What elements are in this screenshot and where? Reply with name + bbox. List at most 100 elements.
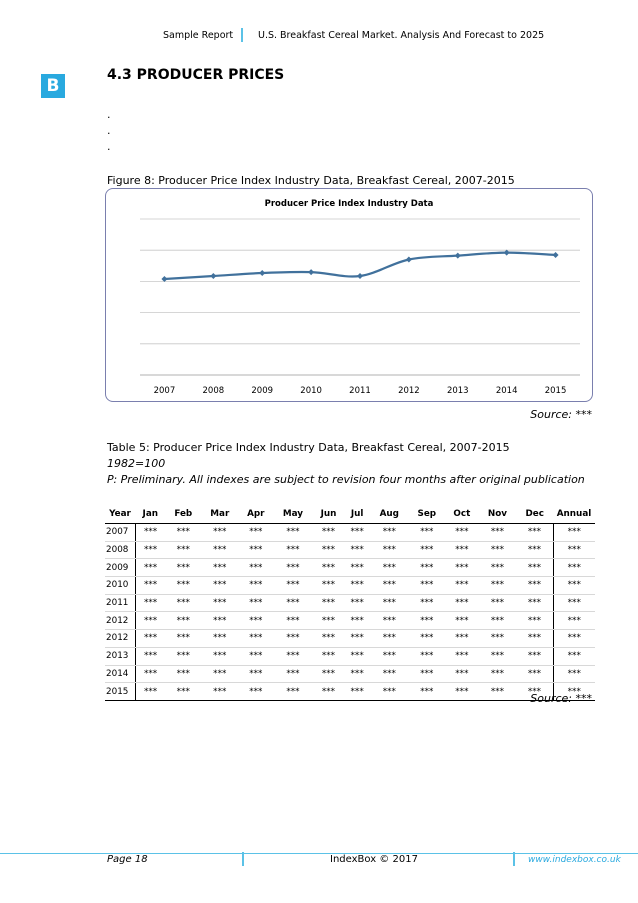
table-row: 2012 *** *** *** *** *** *** *** *** *** *** *** ***… bbox=[105, 629, 595, 648]
table-value-cell: *** bbox=[344, 665, 371, 684]
table-value-cell: *** bbox=[273, 647, 313, 666]
table-header-cell: Sep bbox=[408, 505, 446, 524]
table-header-cell: Apr bbox=[238, 505, 274, 524]
table-value-cell: *** bbox=[445, 629, 479, 648]
table-header-cell: Feb bbox=[165, 505, 201, 524]
table-value-cell: *** bbox=[478, 647, 517, 666]
table-value-cell: *** bbox=[408, 629, 446, 648]
table-header-cell: Jan bbox=[135, 505, 166, 524]
table-value-cell: *** bbox=[312, 665, 345, 684]
table-value-cell: *** bbox=[445, 682, 479, 701]
table-value-cell: *** bbox=[408, 541, 446, 560]
table-value-cell: *** bbox=[200, 541, 239, 560]
table-value-cell: *** bbox=[273, 523, 313, 542]
table-value-cell: *** bbox=[552, 611, 595, 631]
table-value-cell: *** bbox=[312, 594, 345, 613]
table-year-cell: 2014 bbox=[105, 665, 136, 684]
table-value-cell: *** bbox=[408, 558, 446, 578]
table-value-cell: *** bbox=[370, 523, 409, 542]
table-value-cell: *** bbox=[165, 541, 201, 560]
table-value-cell: *** bbox=[273, 682, 313, 701]
indexbox-logo-icon: B bbox=[41, 74, 65, 98]
table-value-cell: *** bbox=[445, 523, 479, 542]
figure-source: Source: *** bbox=[530, 408, 592, 421]
table-value-cell: *** bbox=[552, 523, 595, 542]
data-point bbox=[552, 252, 559, 258]
table-value-cell: *** bbox=[312, 541, 345, 560]
table-value-cell: *** bbox=[408, 611, 446, 631]
x-tick-label: 2012 bbox=[398, 386, 420, 396]
table-value-cell: *** bbox=[408, 594, 446, 613]
header-report-title: U.S. Breakfast Cereal Market. Analysis A… bbox=[258, 30, 545, 41]
table-value-cell: *** bbox=[312, 576, 345, 595]
table-header-cell: Aug bbox=[370, 505, 409, 524]
data-point bbox=[503, 249, 510, 256]
table-value-cell: *** bbox=[552, 594, 595, 613]
ellipsis-dot: . bbox=[107, 108, 111, 121]
table-value-cell: *** bbox=[165, 665, 201, 684]
data-point bbox=[308, 269, 315, 276]
table-value-cell: *** bbox=[478, 629, 517, 648]
table-value-cell: *** bbox=[552, 629, 595, 648]
table-value-cell: *** bbox=[312, 682, 345, 701]
table-year-cell: 2008 bbox=[105, 541, 136, 560]
table-value-cell: *** bbox=[238, 576, 274, 595]
table-value-cell: *** bbox=[238, 541, 274, 560]
footer-divider bbox=[513, 852, 515, 866]
table-value-cell: *** bbox=[370, 576, 409, 595]
table-value-cell: *** bbox=[135, 665, 166, 684]
table-header-cell: Oct bbox=[445, 505, 479, 524]
table-value-cell: *** bbox=[312, 523, 345, 542]
table-value-cell: *** bbox=[408, 523, 446, 542]
table-value-cell: *** bbox=[344, 576, 371, 595]
x-tick-label: 2008 bbox=[203, 386, 225, 396]
table-value-cell: *** bbox=[135, 647, 166, 666]
table-value-cell: *** bbox=[370, 541, 409, 560]
table-value-cell: *** bbox=[478, 665, 517, 684]
table-value-cell: *** bbox=[408, 647, 446, 666]
table-value-cell: *** bbox=[516, 523, 553, 542]
table-value-cell: *** bbox=[238, 629, 274, 648]
data-point bbox=[454, 252, 461, 259]
table-value-cell: *** bbox=[135, 594, 166, 613]
table-value-cell: *** bbox=[344, 647, 371, 666]
table-value-cell: *** bbox=[165, 611, 201, 631]
table-value-cell: *** bbox=[445, 576, 479, 595]
table-value-cell: *** bbox=[200, 665, 239, 684]
section-title: 4.3 PRODUCER PRICES bbox=[107, 67, 285, 83]
table-value-cell: *** bbox=[273, 576, 313, 595]
table-year-cell: 2011 bbox=[105, 594, 136, 613]
table-value-cell: *** bbox=[552, 558, 595, 578]
chart-container: Producer Price Index Industry Data 2007 2… bbox=[105, 188, 593, 402]
table-value-cell: *** bbox=[200, 647, 239, 666]
table-value-cell: *** bbox=[370, 594, 409, 613]
table-value-cell: *** bbox=[165, 647, 201, 666]
table-value-cell: *** bbox=[445, 611, 479, 631]
header-divider bbox=[241, 28, 243, 42]
table-value-cell: *** bbox=[273, 611, 313, 631]
data-point bbox=[161, 276, 168, 282]
ellipsis-dot: . bbox=[107, 140, 111, 153]
table-value-cell: *** bbox=[344, 682, 371, 701]
table-row: 2008 *** *** *** *** *** *** *** *** *** *** *** ***… bbox=[105, 541, 595, 560]
data-point bbox=[210, 273, 217, 279]
table-value-cell: *** bbox=[370, 629, 409, 648]
table-row: 2009 *** *** *** *** *** *** *** *** *** *** *** ***… bbox=[105, 558, 595, 578]
table-value-cell: *** bbox=[238, 523, 274, 542]
table-value-cell: *** bbox=[344, 541, 371, 560]
table-value-cell: *** bbox=[445, 647, 479, 666]
x-tick-label: 2013 bbox=[447, 386, 469, 396]
x-tick-label: 2009 bbox=[251, 386, 273, 396]
page-number: Page 18 bbox=[107, 854, 148, 865]
table-year-cell: 2015 bbox=[105, 682, 136, 701]
table-row: 2012 *** *** *** *** *** *** *** *** *** *** *** ***… bbox=[105, 611, 595, 631]
table-value-cell: *** bbox=[478, 611, 517, 631]
table-value-cell: *** bbox=[516, 594, 553, 613]
table-value-cell: *** bbox=[478, 576, 517, 595]
table-value-cell: *** bbox=[516, 576, 553, 595]
table-value-cell: *** bbox=[200, 523, 239, 542]
table-value-cell: *** bbox=[408, 576, 446, 595]
table-value-cell: *** bbox=[478, 682, 517, 701]
footer-website-link[interactable]: www.indexbox.co.uk bbox=[528, 855, 621, 865]
table-value-cell: *** bbox=[445, 558, 479, 578]
